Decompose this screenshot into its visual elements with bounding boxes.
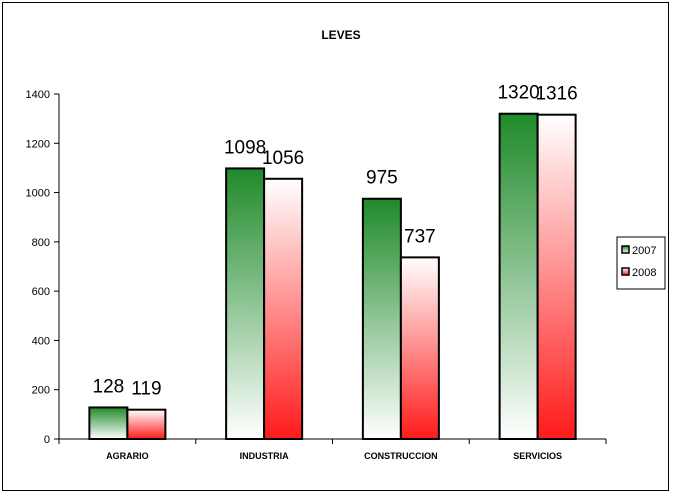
x-category-label: AGRARIO <box>106 451 149 461</box>
data-label: 1316 <box>535 84 577 105</box>
y-tick-label: 1000 <box>26 188 50 200</box>
x-category-label: CONSTRUCCION <box>364 451 438 461</box>
bar-2008-servicios <box>536 113 577 440</box>
data-label: 119 <box>131 379 161 400</box>
bars <box>88 112 577 441</box>
legend-swatch-2007 <box>621 245 630 254</box>
bar-2008-construccion <box>399 256 440 440</box>
chart-title: LEVES <box>321 28 360 42</box>
y-tick-label: 800 <box>32 237 50 249</box>
y-tick-label: 1200 <box>26 138 50 150</box>
data-label: 1320 <box>497 83 539 104</box>
y-tick-label: 1400 <box>26 89 50 101</box>
data-label: 737 <box>404 226 436 247</box>
x-category-label: INDUSTRIA <box>240 451 289 461</box>
legend-swatch-2008 <box>621 267 630 276</box>
y-tick-label: 200 <box>32 385 50 397</box>
bar-2007-construccion <box>361 197 402 440</box>
data-label: 1098 <box>224 137 266 158</box>
y-tick-label: 0 <box>44 434 50 446</box>
y-tick-label: 400 <box>32 335 50 347</box>
bar-2007-servicios <box>498 112 539 440</box>
bar-2008-agrario <box>126 408 167 440</box>
bar-2007-agrario <box>88 406 129 441</box>
legend-label-2007: 2007 <box>632 245 656 257</box>
legend: 2007 2008 <box>616 236 666 290</box>
x-category-label: SERVICIOS <box>513 451 562 461</box>
bar-2007-industria <box>225 167 266 441</box>
data-label: 128 <box>93 376 125 397</box>
data-label: 1056 <box>262 148 304 169</box>
legend-label-2008: 2008 <box>632 267 656 279</box>
data-label: 975 <box>366 168 398 189</box>
y-tick-label: 600 <box>32 286 50 298</box>
bar-2008-industria <box>263 177 304 440</box>
